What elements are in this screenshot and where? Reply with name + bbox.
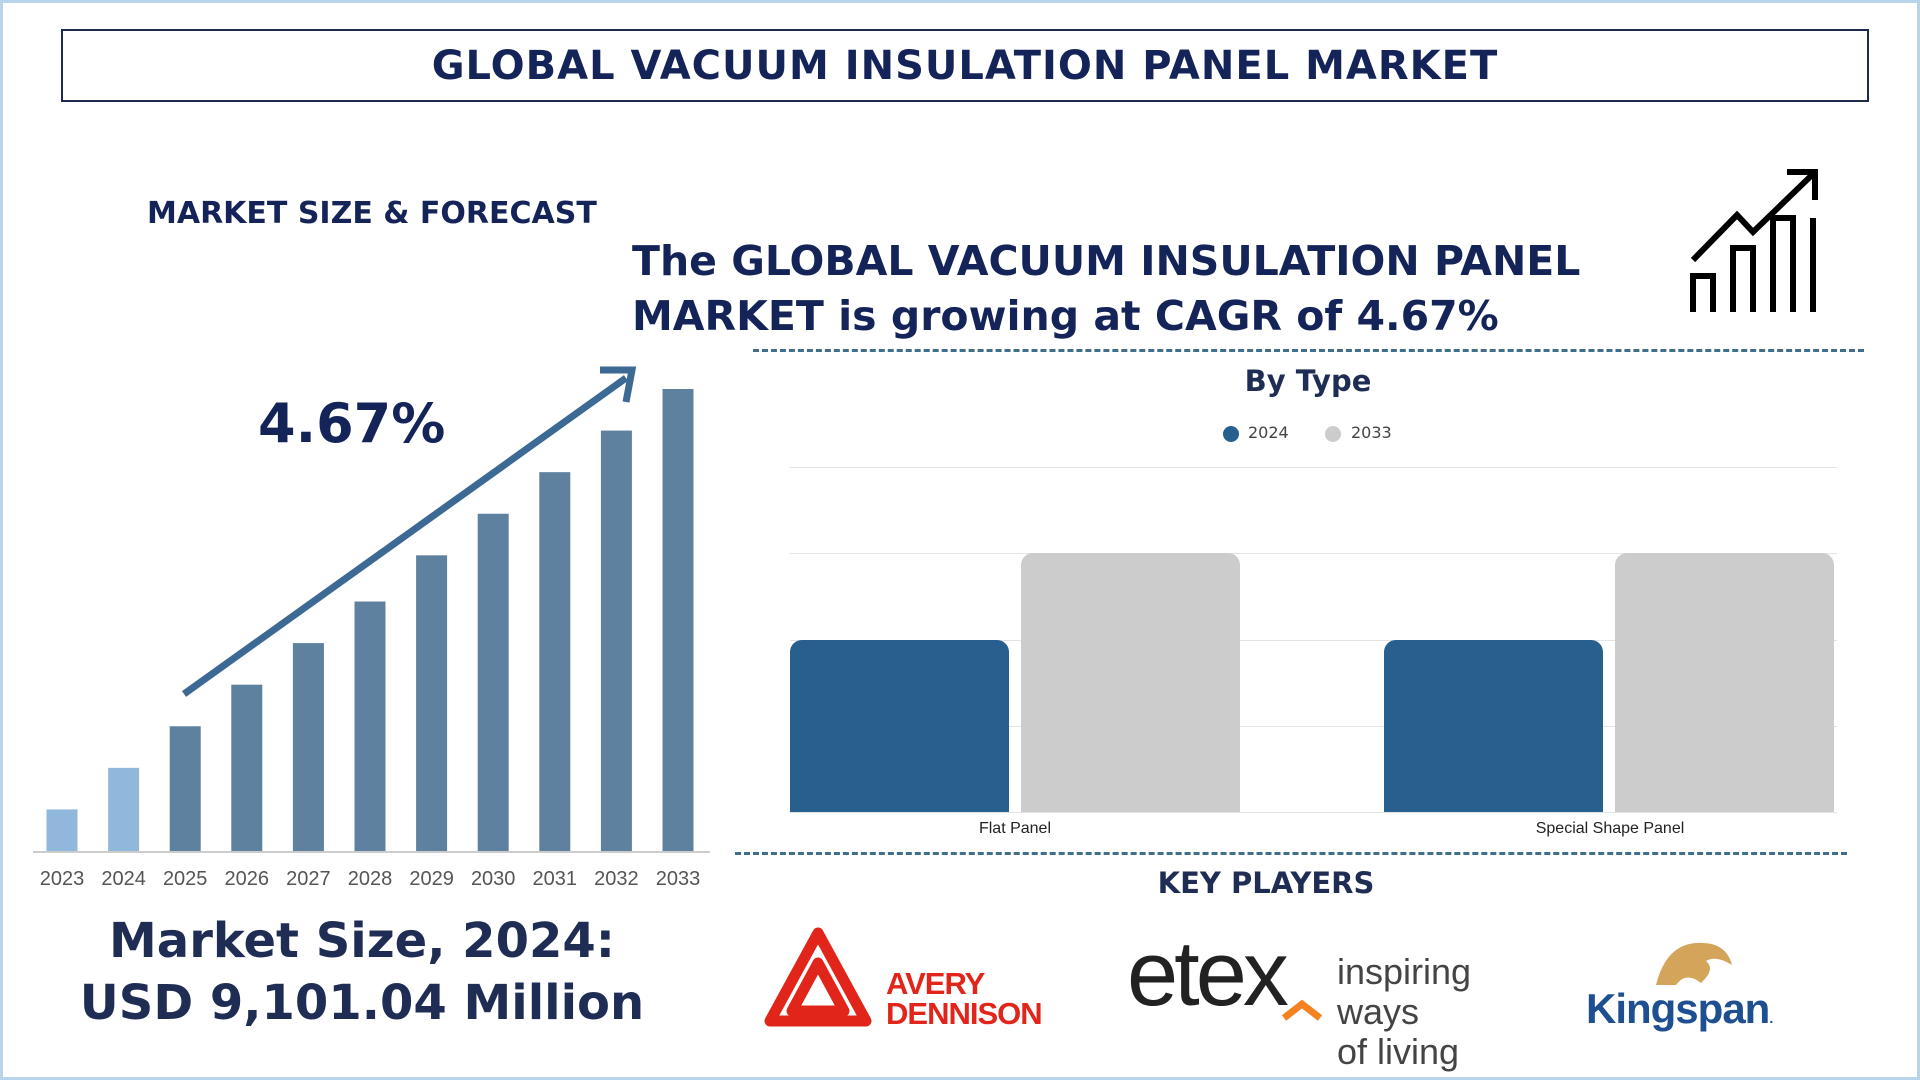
year-label-2031: 2031 — [532, 868, 578, 890]
year-label-2026: 2026 — [224, 868, 270, 890]
year-label-2030: 2030 — [470, 868, 516, 890]
chart-title: By Type — [1244, 364, 1372, 398]
year-label-2032: 2032 — [594, 868, 639, 890]
bar-2023 — [46, 809, 78, 851]
etex-logo: etex inspiring ways of living — [1127, 923, 1472, 1072]
bar-2032 — [600, 430, 632, 851]
gridline — [790, 553, 1837, 555]
bar-2027 — [292, 643, 324, 851]
bar-2025 — [169, 726, 201, 851]
year-label-2033: 2033 — [655, 868, 701, 890]
legend-label-2024: 2024 — [1248, 423, 1289, 442]
year-label-2027: 2027 — [286, 868, 331, 890]
gridline — [790, 639, 1837, 641]
legend-swatch-2024 — [1223, 426, 1239, 442]
bar-special-shape-panel-2024 — [1384, 639, 1603, 812]
year-label-2029: 2029 — [409, 868, 454, 890]
legend-label-2033: 2033 — [1351, 423, 1392, 442]
year-label-2024: 2024 — [101, 868, 146, 890]
year-label-2025: 2025 — [162, 868, 208, 890]
bar-2033 — [662, 389, 694, 851]
category-label-flat-panel: Flat Panel — [978, 820, 1052, 837]
bar-2029 — [416, 555, 448, 851]
market-size-line-1: Market Size, 2024: — [109, 913, 615, 969]
headline: The GLOBAL VACUUM INSULATION PANEL MARKE… — [632, 234, 1580, 344]
bar-2028 — [354, 601, 386, 851]
headline-line-1: The GLOBAL VACUUM INSULATION PANEL — [632, 237, 1581, 285]
section-label: MARKET SIZE & FORECAST — [147, 196, 597, 231]
headline-line-2: MARKET is growing at CAGR of 4.67% — [632, 292, 1499, 340]
avery-dennison-logo: AVERY DENNISON — [762, 925, 1092, 1031]
year-label-2028: 2028 — [347, 868, 393, 890]
divider-bottom — [735, 852, 1847, 855]
bar-flat-panel-2024 — [790, 639, 1009, 812]
bar-flat-panel-2033 — [1021, 553, 1240, 812]
trend-arrow — [181, 366, 637, 697]
gridline — [790, 725, 1837, 727]
kingspan-lion-icon — [1656, 942, 1732, 985]
growth-chart-arrow-icon — [1690, 169, 1818, 312]
market-size-line-2: USD 9,101.04 Million — [79, 975, 645, 1031]
market-size: Market Size, 2024: USD 9,101.04 Million — [0, 910, 724, 1034]
bar-2024 — [108, 767, 140, 851]
bar-2030 — [477, 513, 509, 851]
kingspan-logo: Kingspan. — [1586, 935, 1796, 1035]
market-forecast-chart — [33, 366, 710, 853]
year-label-2023: 2023 — [39, 868, 85, 890]
cagr-annotation: 4.67% — [258, 392, 446, 455]
bar-2031 — [539, 472, 571, 851]
legend-swatch-2033 — [1325, 426, 1341, 442]
gridline — [790, 467, 1837, 468]
page-title: GLOBAL VACUUM INSULATION PANEL MARKET — [61, 29, 1869, 102]
avery-dennison-triangle-icon — [764, 927, 872, 1027]
bar-2026 — [231, 684, 263, 851]
category-label-special-shape-panel: Special Shape Panel — [1535, 820, 1685, 837]
bar-special-shape-panel-2033 — [1615, 553, 1834, 812]
key-players-title: KEY PLAYERS — [1157, 866, 1375, 900]
divider-top — [753, 349, 1864, 352]
gridline — [790, 812, 1837, 813]
